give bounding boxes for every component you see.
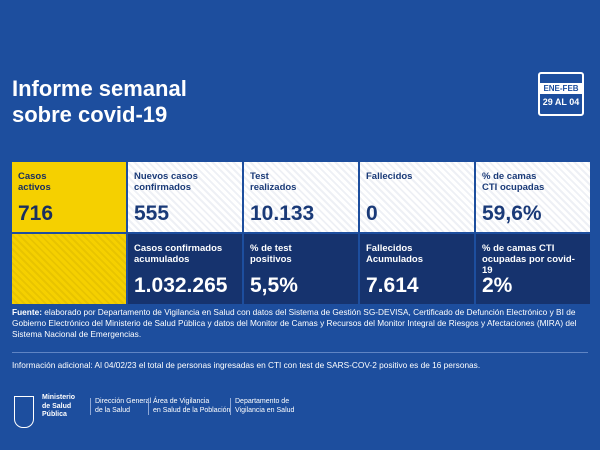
- calendar: ENE-FEB 29 AL 04: [538, 72, 584, 116]
- card-value: 716: [18, 202, 54, 225]
- card-label: Acumulados: [366, 254, 424, 265]
- logo-line: Departamento de: [235, 398, 290, 405]
- card: % de test positivos 5,5%: [244, 234, 358, 304]
- source-text: elaborado por Departamento de Vigilancia…: [12, 307, 577, 339]
- card: Test realizados 10.133: [244, 162, 358, 232]
- card-value: 2%: [482, 274, 513, 297]
- card-label: % de camas: [482, 171, 537, 182]
- card-label: realizados: [250, 182, 297, 193]
- card: % de camas CTI ocupadas 59,6%: [476, 162, 590, 232]
- card: Casos activos 716: [12, 162, 126, 232]
- card-label: Fallecidos: [366, 171, 413, 182]
- card-value: 5,5%: [250, 274, 298, 297]
- logo-line: Dirección General: [95, 398, 152, 405]
- title-line: sobre covid-19: [12, 102, 168, 127]
- card-filler: [12, 234, 126, 304]
- logo-line: en Salud de la Población: [153, 406, 231, 414]
- card-value: 1.032.265: [134, 274, 228, 297]
- card-label: acumulados: [134, 254, 190, 265]
- emblem: [14, 396, 34, 428]
- card-label: Casos confirmados: [134, 243, 223, 254]
- card-label: activos: [18, 182, 51, 193]
- logo-text: Dirección General de la Salud: [90, 398, 151, 415]
- card: Nuevos casos confirmados 555: [128, 162, 242, 232]
- card-label: CTI ocupadas: [482, 182, 545, 193]
- logo-line: de la Salud: [95, 406, 131, 414]
- calendar-month: ENE-FEB: [540, 83, 582, 94]
- source-label: Fuente:: [12, 307, 42, 317]
- card: Fallecidos Acumulados 7.614: [360, 234, 474, 304]
- card-value: 0: [366, 202, 378, 225]
- card-value: 555: [134, 202, 170, 225]
- card-label: confirmados: [134, 182, 192, 193]
- logo-text: Área de Vigilancia en Salud de la Poblaci…: [148, 398, 230, 415]
- logo-line: Ministerio: [42, 394, 76, 401]
- card-label: positivos: [250, 254, 292, 265]
- logo-line: Vigilancia en Salud: [235, 406, 295, 414]
- title-line: Informe semanal: [12, 76, 187, 101]
- logo-text: Departamento de Vigilancia en Salud: [230, 398, 294, 415]
- card-label: ocupadas por covid-19: [482, 254, 575, 276]
- logo-line: Área de Vigilancia: [153, 398, 210, 405]
- card: Fallecidos 0: [360, 162, 474, 232]
- card-label: Nuevos casos: [134, 171, 198, 182]
- card-value: 7.614: [366, 274, 419, 297]
- separator: [12, 352, 588, 353]
- title: Informe semanal sobre covid-19: [12, 76, 187, 128]
- additional-info: Información adicional: Al 04/02/23 el to…: [12, 360, 481, 370]
- logo-line: Pública: [42, 411, 67, 418]
- card-label: % de test: [250, 243, 292, 254]
- card-label: Casos: [18, 171, 47, 182]
- card-label: % de camas CTI: [482, 243, 555, 254]
- logo-line: de Salud: [42, 402, 72, 410]
- card-label: Fallecidos: [366, 243, 413, 254]
- card: Casos confirmados acumulados 1.032.265: [128, 234, 242, 304]
- calendar-days: 29 AL 04: [542, 97, 580, 107]
- logo-text: Ministerio de Salud Pública: [38, 394, 75, 420]
- source: Fuente: elaborado por Departamento de Vi…: [12, 307, 592, 340]
- card: % de camas CTI ocupadas por covid-19 2%: [476, 234, 590, 304]
- card-value: 10.133: [250, 202, 315, 225]
- card-value: 59,6%: [482, 202, 542, 225]
- card-label: Test: [250, 171, 269, 182]
